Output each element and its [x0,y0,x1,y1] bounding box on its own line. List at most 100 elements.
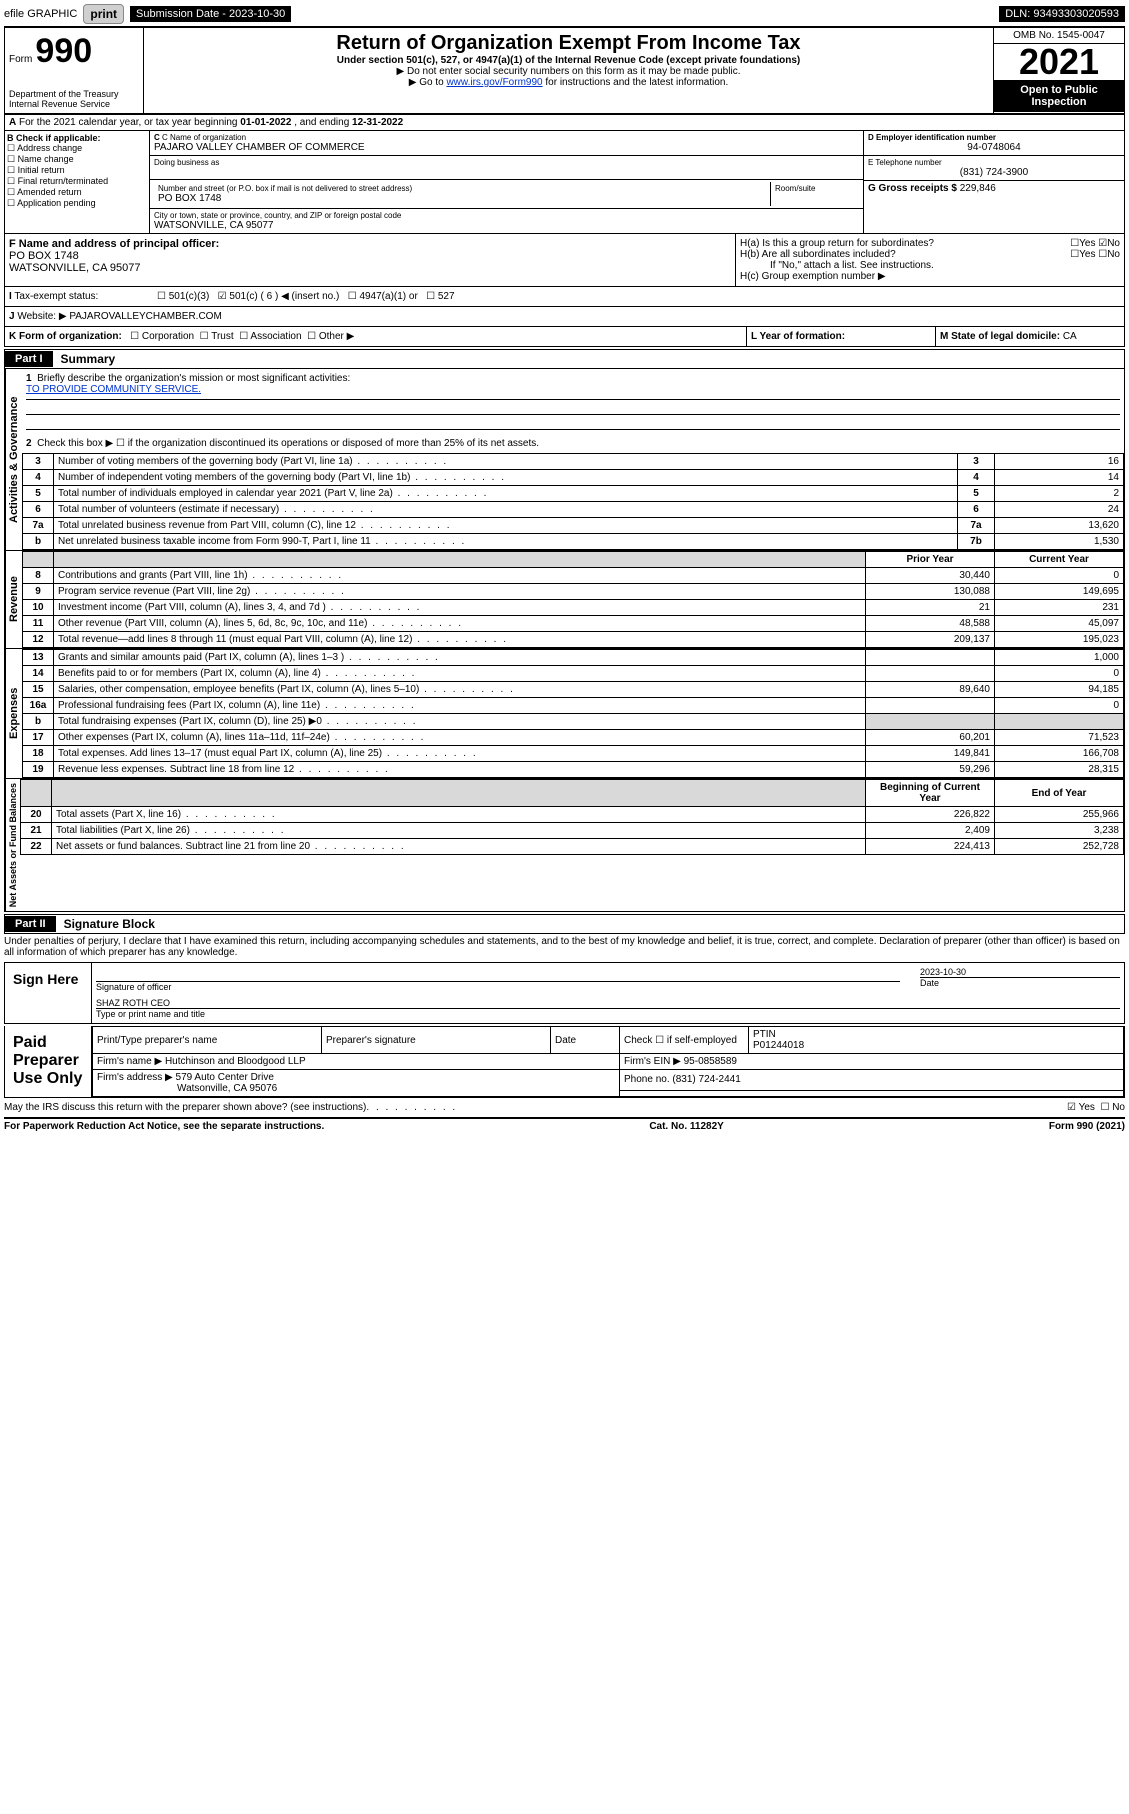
col-prior: Prior Year [866,552,995,568]
section-expenses: Expenses [5,649,22,778]
box-h: H(a) Is this a group return for subordin… [736,234,1124,286]
tax-exempt-row: I Tax-exempt status: ☐ 501(c)(3) ☑ 501(c… [4,287,1125,307]
gross-label: G Gross receipts $ [868,183,957,194]
gross-value: 229,846 [960,183,996,194]
taxexempt-label: Tax-exempt status: [14,291,98,302]
sig-date: 2023-10-30 [920,967,1120,977]
top-toolbar: efile GRAPHIC print Submission Date - 20… [4,4,1125,27]
part2-title: Signature Block [56,915,163,933]
domicile: CA [1063,331,1077,342]
header-sub3: ▶ Go to www.irs.gov/Form990 for instruct… [148,77,989,88]
part2-header: Part II Signature Block [4,914,1125,934]
footer-right: Form 990 (2021) [1049,1121,1125,1132]
city: WATSONVILLE, CA 95077 [154,220,859,231]
irs-label: Internal Revenue Service [9,99,139,109]
firm-ein: 95-0858589 [684,1056,737,1067]
dln-value: 93493303020593 [1033,8,1119,20]
col-end: End of Year [995,780,1124,807]
city-label: City or town, state or province, country… [154,211,859,220]
expenses-table: 13Grants and similar amounts paid (Part … [22,649,1124,778]
firm-addr2: Watsonville, CA 95076 [177,1083,277,1094]
firm-addr1: 579 Auto Center Drive [176,1072,274,1083]
section-governance: Activities & Governance [5,369,22,550]
hb-label: H(b) Are all subordinates included? [740,249,896,260]
submission-label: Submission Date [136,8,219,20]
self-employed: Check ☐ if self-employed [620,1027,749,1054]
header-sub2: ▶ Do not enter social security numbers o… [148,66,989,77]
dln-label: DLN: [1005,8,1030,20]
revenue-block: Revenue Prior Year Current Year 8Contrib… [4,551,1125,649]
form-number: 990 [35,32,92,70]
preparer-block: Paid Preparer Use Only Print/Type prepar… [4,1026,1125,1098]
domicile-label: M State of legal domicile: [940,331,1060,342]
section-netassets: Net Assets or Fund Balances [5,779,20,911]
box-b-item: ☐ Name change [7,154,147,165]
box-b-item: ☐ Application pending [7,198,147,209]
discuss-label: May the IRS discuss this return with the… [4,1102,366,1113]
hc-label: H(c) Group exemption number ▶ [740,271,1120,282]
firm-name-label: Firm's name ▶ [97,1056,162,1067]
box-b-items: ☐ Address change☐ Name change☐ Initial r… [7,143,147,209]
tax-year: 2021 [994,44,1124,80]
year-formation-label: L Year of formation: [751,331,845,342]
netassets-block: Net Assets or Fund Balances Beginning of… [4,779,1125,912]
officer-addr1: PO BOX 1748 [9,250,731,262]
firm-name: Hutchinson and Bloodgood LLP [165,1056,306,1067]
tax-year-mid: , and ending [294,117,352,128]
prep-phone-label: Phone no. [624,1074,670,1085]
q1-label: Briefly describe the organization's miss… [37,373,350,384]
phone-label: E Telephone number [868,158,1120,167]
box-b-title: B Check if applicable: [7,133,147,143]
part1-label: Part I [5,351,53,367]
header-right: OMB No. 1545-0047 2021 Open to Public In… [993,28,1124,113]
efile-label: efile GRAPHIC [4,8,77,20]
form-org-label: K Form of organization: [9,331,122,342]
sub3-pre: ▶ Go to [409,77,447,88]
col-current: Current Year [995,552,1124,568]
form-org-opts: ☐ Corporation ☐ Trust ☐ Association ☐ Ot… [125,331,355,342]
section-a: A For the 2021 calendar year, or tax yea… [4,114,1125,131]
netassets-table: Beginning of Current Year End of Year 20… [20,779,1124,855]
box-c: C C Name of organization PAJARO VALLEY C… [150,131,863,233]
submission-date: 2023-10-30 [229,8,285,20]
col-begin: Beginning of Current Year [866,780,995,807]
dba-label: Doing business as [154,158,859,167]
form990-link[interactable]: www.irs.gov/Form990 [446,77,542,88]
sig-officer-label: Signature of officer [96,982,900,992]
part1-header: Part I Summary [4,349,1125,369]
form-title: Return of Organization Exempt From Incom… [148,32,989,55]
tax-year-end: 12-31-2022 [352,117,403,128]
phone-value: (831) 724-3900 [868,167,1120,178]
form-prefix: Form [9,54,32,65]
box-b-item: ☐ Amended return [7,187,147,198]
website-value: PAJAROVALLEYCHAMBER.COM [69,311,221,322]
box-b-item: ☐ Final return/terminated [7,176,147,187]
part1-title: Summary [53,350,124,368]
footer-mid: Cat. No. 11282Y [649,1121,723,1132]
ptin-label: PTIN [753,1029,776,1040]
mission-text: TO PROVIDE COMMUNITY SERVICE. [26,384,201,395]
website-label: Website: ▶ [17,311,66,322]
box-b-item: ☐ Initial return [7,165,147,176]
opt-501c3: 501(c)(3) [169,291,210,302]
sign-here-label: Sign Here [5,963,92,1023]
street-label: Number and street (or P.O. box if mail i… [158,184,766,193]
street: PO BOX 1748 [158,193,766,204]
date-label: Date [920,978,1120,988]
officer-label: F Name and address of principal officer: [9,238,731,250]
form-number-box: Form 990 Department of the Treasury Inte… [5,28,144,113]
prep-date-label: Date [551,1027,620,1054]
tax-year-begin: 01-01-2022 [240,117,291,128]
discuss-row: May the IRS discuss this return with the… [4,1098,1125,1119]
firm-ein-label: Firm's EIN ▶ [624,1056,681,1067]
officer-addr2: WATSONVILLE, CA 95077 [9,262,731,274]
signature-block: Sign Here Signature of officer 2023-10-3… [4,962,1125,1024]
room-label: Room/suite [775,184,855,193]
opt-527: 527 [438,291,455,302]
expenses-block: Expenses 13Grants and similar amounts pa… [4,649,1125,779]
print-button[interactable]: print [83,4,124,24]
box-b-item: ☐ Address change [7,143,147,154]
paid-preparer-label: Paid Preparer Use Only [5,1026,92,1097]
f-h-row: F Name and address of principal officer:… [4,234,1125,287]
ein-value: 94-0748064 [868,142,1120,153]
